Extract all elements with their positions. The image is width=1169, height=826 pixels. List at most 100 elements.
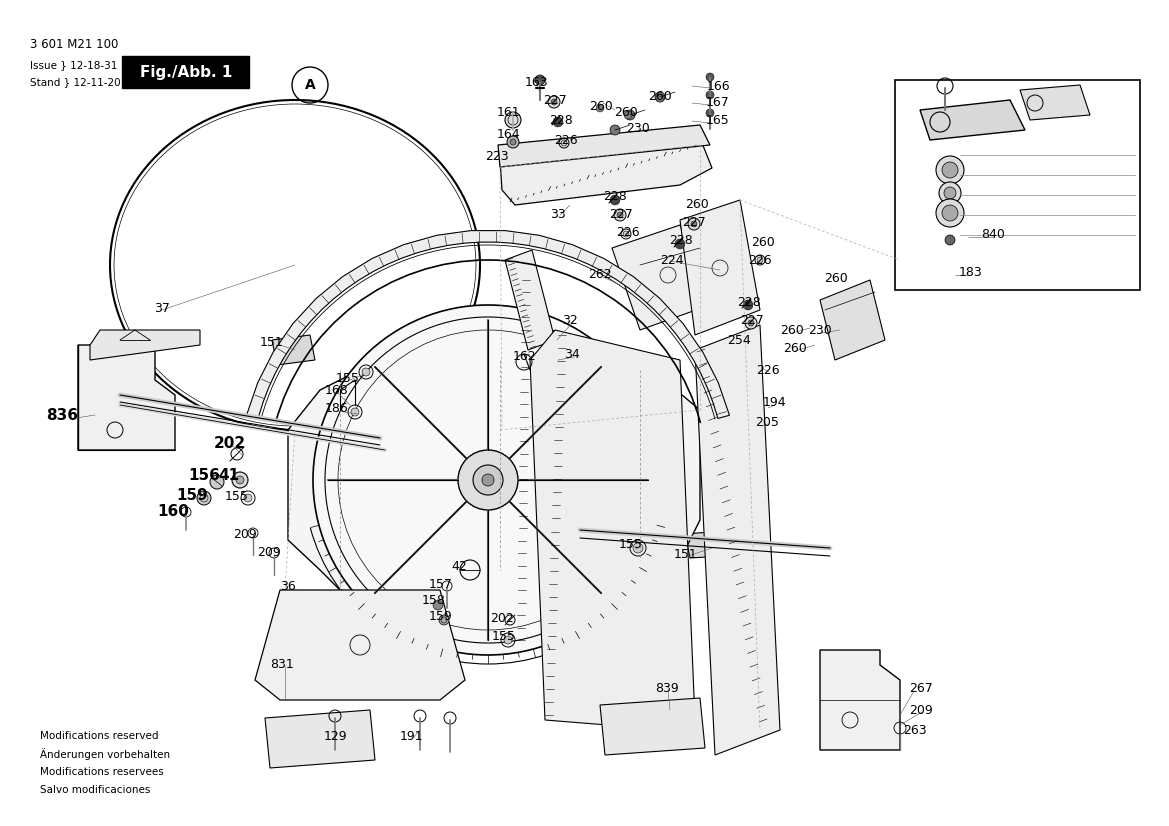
Circle shape [617,212,623,218]
Circle shape [507,136,519,148]
Text: Stand } 12-11-20: Stand } 12-11-20 [30,77,120,87]
Text: 260: 260 [589,99,613,112]
Text: 230: 230 [808,324,832,336]
Text: 162: 162 [512,350,535,363]
Text: 161: 161 [496,107,520,120]
Circle shape [236,476,244,484]
Text: Modifications reserved: Modifications reserved [40,731,159,741]
Text: 226: 226 [748,254,772,267]
Polygon shape [247,230,729,419]
Circle shape [745,317,758,329]
Text: 260: 260 [824,272,848,284]
Text: Änderungen vorbehalten: Änderungen vorbehalten [40,748,171,760]
Circle shape [945,187,956,199]
Circle shape [942,205,959,221]
Text: 164: 164 [496,129,520,141]
Text: 157: 157 [429,577,452,591]
Text: 227: 227 [609,207,632,221]
Text: 226: 226 [616,225,639,239]
Circle shape [706,109,714,117]
Circle shape [473,465,503,495]
Circle shape [936,199,964,227]
Circle shape [313,305,663,655]
Circle shape [939,182,961,204]
Text: 166: 166 [706,79,729,93]
Text: 260: 260 [783,341,807,354]
Text: 3 601 M21 100: 3 601 M21 100 [30,39,118,51]
Circle shape [610,125,620,135]
Polygon shape [920,100,1025,140]
Text: 839: 839 [655,682,679,695]
Text: 156: 156 [188,468,220,483]
Text: 168: 168 [325,384,348,397]
Circle shape [656,94,664,102]
Circle shape [553,117,563,127]
Text: 151: 151 [261,336,284,349]
Text: 228: 228 [669,235,693,248]
Circle shape [706,91,714,99]
Circle shape [535,75,545,85]
Text: 260: 260 [780,324,804,336]
Text: 209: 209 [233,528,257,540]
Polygon shape [613,225,710,330]
Text: 202: 202 [490,611,514,624]
Polygon shape [680,200,760,335]
Text: 840: 840 [981,229,1005,241]
Text: 254: 254 [727,334,750,346]
Circle shape [691,221,697,227]
Polygon shape [819,280,885,360]
Circle shape [655,92,665,102]
Text: 194: 194 [762,396,786,410]
Polygon shape [600,698,705,755]
Circle shape [210,475,224,489]
Circle shape [561,140,567,146]
Circle shape [624,111,632,119]
Polygon shape [1021,85,1090,120]
Circle shape [244,494,253,502]
Text: 155: 155 [620,539,643,552]
Circle shape [551,99,556,105]
Circle shape [936,156,964,184]
Circle shape [362,368,371,376]
Text: 227: 227 [544,93,567,107]
Text: 205: 205 [755,415,779,429]
Bar [122,56,249,88]
Polygon shape [78,345,175,450]
Polygon shape [696,325,780,755]
Text: 186: 186 [325,402,348,415]
Polygon shape [685,530,740,558]
Text: 836: 836 [46,407,78,423]
Text: 129: 129 [323,730,347,743]
Circle shape [758,257,763,263]
Text: A: A [305,78,316,92]
Text: 165: 165 [706,115,729,127]
Text: 158: 158 [422,595,445,607]
Text: 209: 209 [909,704,933,716]
Text: 155: 155 [336,372,360,384]
Circle shape [504,636,512,644]
Polygon shape [505,250,555,350]
Circle shape [945,235,955,245]
Polygon shape [288,360,700,620]
Circle shape [675,239,685,249]
Text: 262: 262 [588,268,611,281]
Circle shape [614,209,627,221]
Text: Modifications reservees: Modifications reservees [40,767,164,777]
Text: 163: 163 [524,77,548,89]
Circle shape [623,231,629,237]
Text: 260: 260 [685,198,708,211]
Text: 155: 155 [226,490,249,502]
Circle shape [482,474,494,486]
Text: 260: 260 [752,235,775,249]
Polygon shape [272,335,314,365]
Circle shape [625,110,635,120]
Circle shape [548,96,560,108]
Polygon shape [500,138,712,205]
Circle shape [505,112,521,128]
Text: 209: 209 [257,547,281,559]
Text: 34: 34 [565,349,580,362]
Polygon shape [530,330,696,730]
Text: 167: 167 [706,97,729,110]
Circle shape [610,195,620,205]
Text: 226: 226 [756,363,780,377]
